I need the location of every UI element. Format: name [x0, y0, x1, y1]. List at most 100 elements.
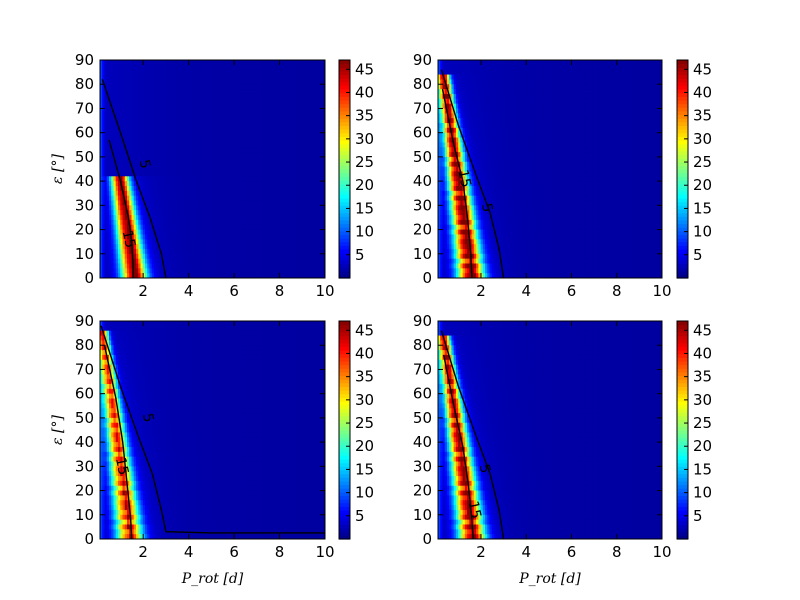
y-tick-label: 40: [75, 433, 94, 451]
colorbar-tick-label: 15: [693, 460, 712, 478]
colorbar-tick-label: 5: [693, 507, 703, 525]
y-tick-label: 10: [413, 506, 432, 524]
x-tick-label: 2: [138, 282, 148, 300]
colorbar-frame: [676, 320, 689, 540]
colorbar-tick-label: 40: [693, 344, 712, 362]
heatmap: [100, 321, 325, 539]
contours: 5 15: [101, 79, 167, 278]
y-tick-label: 80: [75, 75, 94, 93]
y-tick-label: 60: [413, 385, 432, 403]
x-tick-label: 4: [521, 543, 531, 561]
contour-line-5: [440, 330, 505, 539]
y-tick-label: 50: [75, 148, 94, 166]
plot-frame: [99, 59, 326, 279]
y-tick-label: 90: [413, 51, 432, 69]
colorbar-tick-label: 40: [355, 344, 374, 362]
contour-line-15: [108, 139, 134, 278]
colorbar-frame: [338, 59, 351, 279]
colorbar-tick-label: 25: [355, 414, 374, 432]
x-tick-label: 4: [184, 282, 194, 300]
y-tick-label: 30: [413, 457, 432, 475]
panel-bottom-right: 5 15 2 4 6 8 10 0 10 20 30 40 50 60 70 80 90 P_rot [d] 5 10…: [413, 312, 712, 587]
contour-label: 15: [454, 168, 473, 189]
y-tick-label: 0: [84, 269, 94, 287]
colorbar-tick-label: 10: [693, 223, 712, 241]
heatmap: [438, 321, 662, 539]
colorbar: 5 10 15 20 25 30 35 40 45: [676, 320, 712, 540]
y-tick-label: 80: [75, 336, 94, 354]
y-tick-label: 90: [75, 51, 94, 69]
colorbar-tick-label: 30: [693, 130, 712, 148]
y-tick-label: 10: [413, 245, 432, 263]
colorbar-tick-label: 5: [693, 246, 703, 264]
colorbar: 5 10 15 20 25 30 35 40 45: [676, 59, 712, 279]
y-tick-label: 40: [413, 433, 432, 451]
panel-bottom-left: 5 15 2 4 6 8 10 0 10 20 30 40 50 60 70 80 90 ε [°] P_rot […: [50, 312, 374, 587]
contour-label: 15: [119, 229, 138, 250]
contour-line-15: [443, 354, 474, 539]
y-tick-label: 70: [413, 360, 432, 378]
colorbar-tick-label: 20: [355, 176, 374, 194]
colorbar-tick-label: 20: [693, 176, 712, 194]
colorbar-tick-label: 10: [693, 484, 712, 502]
colorbar-tick-label: 45: [693, 60, 712, 78]
colorbar-tick-label: 10: [355, 223, 374, 241]
y-tick-label: 0: [422, 530, 432, 548]
y-tick-label: 50: [413, 409, 432, 427]
y-tick-label: 20: [75, 482, 94, 500]
heatmap: [438, 60, 662, 278]
contour-line-5: [440, 69, 505, 278]
colorbar-frame: [338, 320, 351, 540]
contour-label: 5: [136, 158, 154, 170]
y-tick-label: 80: [413, 336, 432, 354]
colorbar: 5 10 15 20 25 30 35 40 45: [338, 320, 374, 540]
contour-label: 15: [465, 500, 484, 521]
y-tick-label: 80: [413, 75, 432, 93]
heatmap: [100, 60, 325, 278]
colorbar-tick-label: 5: [355, 507, 365, 525]
colorbar-tick-label: 25: [693, 153, 712, 171]
y-tick-label: 40: [413, 172, 432, 190]
x-tick-label: 4: [184, 543, 194, 561]
x-tick-label: 8: [275, 543, 285, 561]
y-tick-label: 40: [75, 172, 94, 190]
contour-line-5: [100, 325, 325, 534]
colorbar-tick-label: 30: [693, 391, 712, 409]
y-axis-label: ε [°]: [50, 415, 66, 445]
colorbar-tick-label: 5: [355, 246, 365, 264]
contour-line-15: [441, 88, 473, 278]
contour-label: 15: [112, 456, 131, 477]
y-tick-label: 90: [75, 312, 94, 330]
colorbar-tick-label: 35: [693, 107, 712, 125]
x-tick-label: 8: [275, 282, 285, 300]
colorbar-tick-label: 45: [355, 60, 374, 78]
colorbar-tick-label: 40: [355, 83, 374, 101]
panel-top-left: 5 15 2 4 6 8 10 0 10 20 30 40 50 60 70 80 90 ε [°] 5 10 15 20…: [50, 51, 374, 300]
y-tick-label: 0: [84, 530, 94, 548]
y-tick-label: 10: [75, 506, 94, 524]
contours: 5 15: [440, 330, 505, 539]
y-tick-label: 70: [75, 99, 94, 117]
x-tick-label: 8: [612, 543, 622, 561]
x-tick-label: 2: [476, 282, 486, 300]
colorbar-tick-label: 15: [355, 460, 374, 478]
contours: 5 15: [440, 69, 505, 278]
contour-line-15: [103, 345, 133, 539]
colorbar-tick-label: 30: [355, 391, 374, 409]
y-tick-label: 20: [413, 221, 432, 239]
y-tick-label: 50: [413, 148, 432, 166]
x-tick-label: 10: [652, 543, 671, 561]
x-tick-label: 6: [567, 282, 577, 300]
colorbar-tick-label: 20: [693, 437, 712, 455]
x-tick-label: 10: [315, 282, 334, 300]
y-tick-label: 20: [413, 482, 432, 500]
y-tick-label: 70: [413, 99, 432, 117]
colorbar-frame: [676, 59, 689, 279]
colorbar-tick-label: 10: [355, 484, 374, 502]
x-tick-label: 2: [476, 543, 486, 561]
y-tick-label: 20: [75, 221, 94, 239]
x-tick-label: 2: [138, 543, 148, 561]
colorbar-tick-label: 35: [355, 368, 374, 386]
x-tick-label: 4: [521, 282, 531, 300]
y-tick-label: 10: [75, 245, 94, 263]
